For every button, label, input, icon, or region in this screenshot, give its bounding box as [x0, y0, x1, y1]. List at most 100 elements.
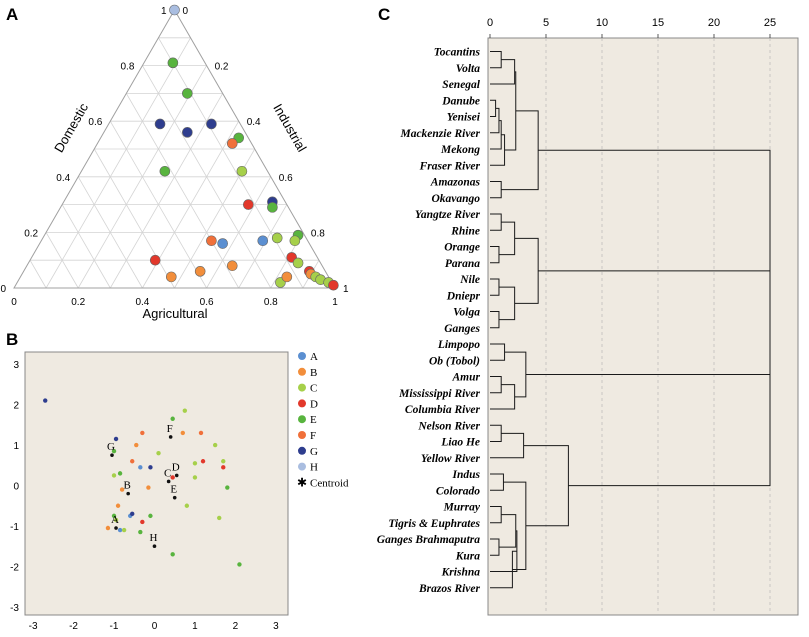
leaf-label: Tocantins — [434, 47, 481, 59]
ternary-point-C — [292, 257, 304, 269]
dendrogram: 0 5 10 15 20 25 Tocantins Volta Senegal Danube Ye… — [377, 17, 799, 616]
ternary-point-G — [206, 118, 217, 130]
leaf-label: Yellow River — [421, 453, 481, 465]
leaf-label: Dniepr — [446, 290, 481, 302]
centroid-label: D — [172, 461, 180, 473]
legend-swatch-F — [298, 431, 306, 439]
centroid-marker — [174, 473, 179, 478]
scatter-point-E — [111, 513, 117, 519]
ternary-point-E — [267, 202, 278, 213]
scatter-x-tick: 1 — [192, 621, 198, 632]
leaf-label: Ob (Tobol) — [429, 355, 480, 367]
leaf-label: Yenisei — [447, 112, 481, 124]
centroid-marker — [172, 495, 177, 500]
scatter-point-E — [111, 448, 117, 454]
leaf-label: Kura — [455, 550, 481, 562]
legend-label: D — [310, 398, 318, 410]
legend-swatch-A — [298, 352, 306, 360]
scatter-point-C — [121, 527, 127, 533]
legend-centroid-marker: ✱ — [297, 475, 307, 489]
ternary-right-tick: 0.6 — [279, 173, 293, 184]
leaf-label: Murray — [443, 502, 481, 514]
ternary-left-tick: 0.2 — [24, 228, 38, 239]
scatter-point-E — [138, 529, 143, 535]
legend-swatch-C — [298, 383, 306, 392]
legend-swatch-G — [298, 446, 306, 455]
centroid-label: E — [170, 484, 177, 496]
ternary-plot: 10.80.60.40.20 10.80.60.40.200 0.2 0.4 0.6 0.… — [0, 4, 349, 321]
scatter-y-tick: 2 — [13, 401, 19, 412]
scatter-point-G — [43, 398, 48, 403]
ternary-point-B — [165, 271, 177, 283]
leaf-label: Nile — [459, 274, 480, 286]
ternary-left-tick: 0.4 — [56, 173, 70, 184]
scatter-point-E — [237, 562, 242, 567]
ternary-point-E — [182, 88, 193, 99]
ternary-right-tick: 0 — [183, 6, 189, 17]
scatter-tick-labels: -3 -2 -1 0 1 2 3 3 2 1 0 -1 -2 -3 — [10, 360, 279, 632]
scatter-point-C — [184, 503, 190, 508]
panel-label-a: A — [6, 5, 18, 24]
ternary-right-tick: 1 — [343, 284, 349, 295]
scatter-point-C — [182, 408, 188, 413]
dendrogram-axis-tick: 15 — [652, 17, 664, 29]
leaf-label: Senegal — [442, 79, 481, 91]
leaf-label: Columbia River — [405, 404, 481, 416]
leaf-label: Parana — [445, 258, 480, 270]
ternary-bottom-tick: 0.4 — [135, 297, 149, 308]
scatter-point-G — [130, 511, 135, 517]
ternary-point-E — [167, 57, 179, 69]
ternary-grid — [13, 8, 336, 289]
ternary-right-tick: 0.8 — [311, 228, 325, 239]
ternary-triangle — [13, 8, 336, 289]
centroid-label: H — [150, 532, 158, 544]
ternary-bottom-tick: 0.2 — [71, 297, 85, 308]
scatter-point-C — [111, 473, 117, 478]
panel-label-b: B — [6, 330, 18, 349]
ternary-bottom-tick: 0 — [11, 297, 17, 308]
leaf-label: Liao He — [440, 437, 480, 449]
scatter-point-C — [192, 475, 198, 480]
ternary-grid-line — [61, 204, 111, 289]
scatter-y-tick: -2 — [10, 562, 19, 573]
scatter-point-B — [105, 525, 111, 531]
scatter-point-C — [113, 517, 119, 523]
ternary-grid-line — [142, 65, 272, 289]
legend-swatch-B — [298, 367, 306, 376]
leaf-label: Nelson River — [417, 420, 480, 432]
leaf-label: Danube — [441, 95, 480, 107]
scatter-point-G — [148, 465, 153, 470]
scatter-point-C — [221, 459, 226, 464]
ternary-grid-line — [158, 37, 304, 289]
leaf-label: Fraser River — [419, 160, 481, 172]
legend-label: Centroid — [310, 477, 349, 489]
leaf-label: Mackenzie River — [399, 128, 480, 140]
ternary-grid-line — [109, 93, 223, 289]
scatter-point-F — [140, 430, 145, 436]
ternary-grid-line — [93, 148, 175, 289]
ternary-left-tick: 0 — [0, 284, 6, 295]
scatter-y-tick: 1 — [13, 441, 19, 452]
dendrogram-axis-tick: 5 — [543, 17, 549, 29]
centroid-label: B — [124, 480, 131, 492]
centroid-label: G — [107, 441, 115, 453]
leaf-label: Okavango — [431, 193, 480, 205]
leaf-label: Orange — [444, 242, 480, 254]
leaf-label: Krishna — [441, 567, 481, 579]
scatter-y-tick: 3 — [13, 360, 19, 371]
ternary-bottom-tick: 0.6 — [200, 297, 214, 308]
legend-label: A — [310, 351, 318, 363]
leaf-label: Volga — [453, 307, 480, 319]
centroid-label: C — [164, 467, 171, 479]
leaf-label: Indus — [452, 469, 481, 481]
dendrogram-links — [490, 51, 771, 589]
leaf-label: Rhine — [450, 225, 480, 237]
dendrogram-axis-tick: 20 — [708, 17, 720, 29]
scatter-point-C — [156, 450, 161, 456]
scatter-point-B — [134, 442, 139, 448]
ternary-grid-line — [126, 93, 240, 289]
ternary-point-C — [289, 235, 301, 247]
leaf-label: Tigris & Euphrates — [388, 518, 480, 530]
centroid-marker — [166, 479, 171, 484]
